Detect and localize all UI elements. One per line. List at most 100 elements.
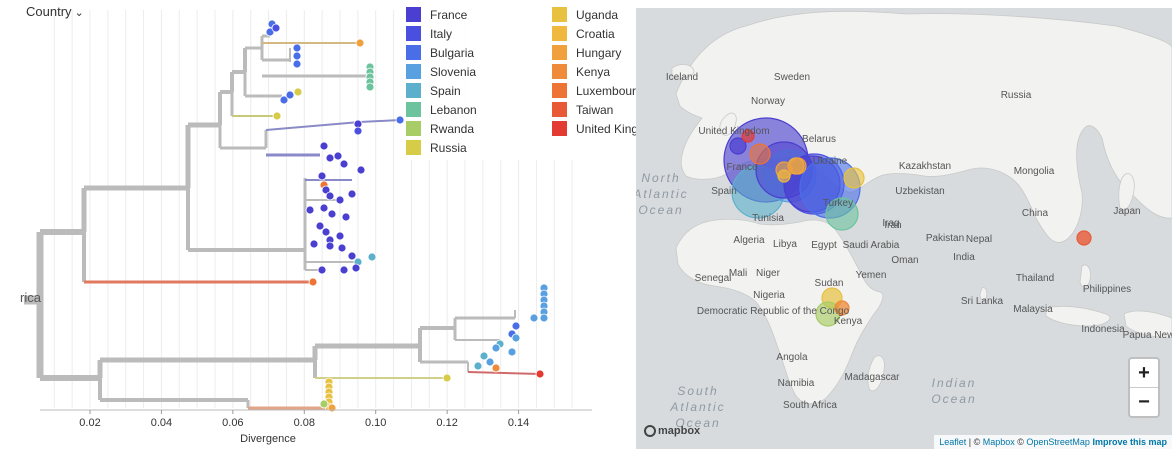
tree-tip[interactable] [321,185,331,195]
legend-item[interactable]: Luxembourg [552,82,643,101]
tree-tip[interactable] [355,38,365,48]
world-map[interactable] [636,8,1172,449]
legend-item[interactable]: Croatia [552,25,615,44]
tree-tip[interactable] [511,333,521,343]
tree-tip[interactable] [339,159,349,169]
map-country-label: Nepal [965,234,993,245]
tree-tip[interactable] [317,171,327,181]
tree-tip[interactable] [442,373,452,383]
tree-branch[interactable] [265,121,361,131]
legend-item[interactable]: Italy [406,25,452,44]
country-bubble[interactable] [843,167,865,189]
tree-tip[interactable] [507,347,517,357]
tree-branch[interactable] [359,119,401,123]
tree-tip[interactable] [325,191,335,201]
tree-tip[interactable] [341,212,351,222]
tree-tip[interactable] [317,265,327,275]
tree-tip[interactable] [319,141,329,151]
legend-item[interactable]: Spain [406,82,461,101]
land-japan [1118,173,1135,211]
tree-tip[interactable] [347,251,357,261]
legend-item[interactable]: Uganda [552,6,618,25]
tree-branches[interactable] [24,34,541,410]
legend-item[interactable]: Taiwan [552,101,613,120]
osm-link[interactable]: OpenStreetMap [1026,437,1090,447]
country-bubble[interactable] [834,300,850,316]
tree-tip[interactable] [395,115,405,125]
legend-item[interactable]: France [406,6,467,25]
tree-tip[interactable] [327,403,337,413]
tree-tip[interactable] [292,59,302,69]
tree-tip[interactable] [473,361,483,371]
land-philippines [1079,264,1091,288]
legend-item[interactable]: Rwanda [406,120,474,139]
tree-tip[interactable] [353,126,363,136]
tree-tip[interactable] [535,369,545,379]
map-panel[interactable]: Sweden Norway United Kingdom Belarus Ukraine… [636,8,1172,449]
tree-tip[interactable] [511,321,521,331]
tree-tip[interactable] [319,203,329,213]
tree-tip[interactable] [356,165,366,175]
leaflet-link[interactable]: Leaflet [939,437,967,447]
mapbox-logo[interactable]: mapbox [644,425,700,437]
tree-tip[interactable] [293,87,303,97]
tree-tip[interactable] [325,241,335,251]
tree-tip[interactable] [265,27,275,37]
map-country-label: Indonesia [1081,324,1125,335]
country-bubble[interactable] [825,197,859,231]
tree-tip[interactable] [529,313,539,323]
tree-tip[interactable] [491,343,501,353]
legend-label: Lebanon [430,102,477,117]
zoom-out-button[interactable]: − [1138,391,1150,413]
country-bubble[interactable] [741,129,755,143]
tree-tips[interactable] [265,19,549,413]
country-bubbles[interactable] [723,117,1092,327]
zoom-in-button[interactable]: + [1130,359,1158,388]
tree-tip[interactable] [292,51,302,61]
tree-tip[interactable] [279,95,289,105]
tree-tip[interactable] [272,111,282,121]
tree-tip[interactable] [271,23,281,33]
tree-tip[interactable] [285,90,295,100]
legend-item[interactable]: Russia [406,139,467,158]
tree-tip[interactable] [315,221,325,231]
land-new-guinea [1123,310,1172,339]
tree-tip[interactable] [327,209,337,219]
country-bubble[interactable] [777,169,791,183]
improve-map-link[interactable]: Improve this map [1092,437,1167,447]
tree-tip[interactable] [292,43,302,53]
country-bubble[interactable] [1076,230,1092,246]
tree-tip[interactable] [333,151,343,161]
tree-tip[interactable] [351,263,361,273]
country-bubble[interactable] [749,143,771,165]
legend-item[interactable]: Slovenia [406,63,476,82]
tree-tip[interactable] [539,313,549,323]
tree-tip[interactable] [365,82,375,92]
country-bubble[interactable] [789,157,807,175]
tree-tip[interactable] [305,205,315,215]
tree-tip[interactable] [491,363,501,373]
tree-tip[interactable] [309,239,319,249]
tree-tip[interactable] [335,195,345,205]
tree-tip[interactable] [367,252,377,262]
legend-item[interactable]: Kenya [552,63,610,82]
tree-tip[interactable] [479,351,489,361]
tree-tip[interactable] [319,399,329,409]
tree-tip[interactable] [335,231,345,241]
tree-branch[interactable] [467,371,541,375]
legend-item[interactable]: Lebanon [406,101,477,120]
tree-tip[interactable] [321,227,331,237]
mapbox-link[interactable]: Mapbox [982,437,1015,447]
tree-tip[interactable] [308,277,318,287]
tree-tip[interactable] [339,265,349,275]
color-by-dropdown[interactable]: Country ⌄ [26,4,84,19]
tree-tip[interactable] [325,153,335,163]
country-bubble[interactable] [729,137,747,155]
legend-item[interactable]: Hungary [552,44,621,63]
tree-tip[interactable] [485,357,495,367]
tree-tip[interactable] [347,189,357,199]
legend-item[interactable]: Bulgaria [406,44,474,63]
map-country-label: Angola [776,352,808,363]
tree-tip[interactable] [337,243,347,253]
phylogeny-tree[interactable]: 0.02 0.04 0.06 0.08 0.10 0.12 0.14 Divergence ri… [0,0,636,454]
